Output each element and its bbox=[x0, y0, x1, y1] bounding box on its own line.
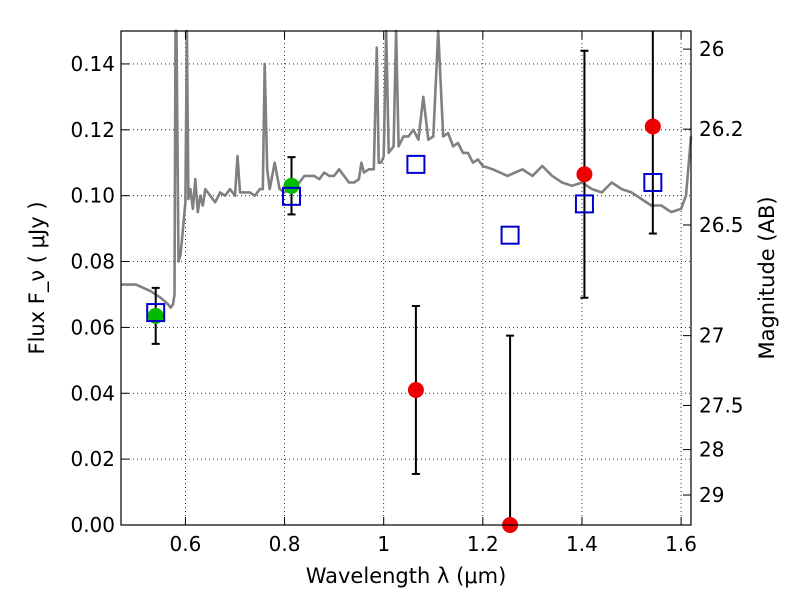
blue-model-square bbox=[146, 303, 166, 323]
red-data-point bbox=[576, 166, 593, 183]
blue-model-square bbox=[643, 172, 663, 192]
x-tick-label: 1.4 bbox=[566, 532, 598, 556]
right-tick-label: 26 bbox=[699, 37, 724, 61]
y-axis-title: Flux F_ν ( μJy ) bbox=[25, 201, 50, 354]
y-tick-label: 0.00 bbox=[70, 513, 115, 537]
x-tick-label: 1 bbox=[377, 532, 390, 556]
right-tick-label: 28 bbox=[699, 438, 724, 462]
green-data-point bbox=[147, 307, 164, 324]
right-tick-label: 26.5 bbox=[699, 213, 744, 237]
x-tick-label: 1.2 bbox=[467, 532, 499, 556]
x-tick-label: 1.6 bbox=[665, 532, 697, 556]
blue-model-square bbox=[406, 154, 426, 174]
right-tick-label: 27 bbox=[699, 324, 724, 348]
blue-model-square bbox=[500, 225, 520, 245]
marker-layer bbox=[146, 31, 663, 533]
blue-model-square bbox=[574, 194, 594, 214]
red-data-point bbox=[407, 381, 424, 398]
y-tick-label: 0.10 bbox=[70, 184, 115, 208]
spectrum-line bbox=[121, 29, 693, 309]
plot-frame bbox=[120, 30, 692, 526]
x-axis-title: Wavelength λ (μm) bbox=[306, 564, 507, 588]
spectrum-line-layer bbox=[121, 29, 693, 309]
blue-model-square bbox=[282, 186, 302, 206]
y-tick-label: 0.14 bbox=[70, 52, 115, 76]
x-tick-label: 0.6 bbox=[170, 532, 202, 556]
y-tick-label: 0.06 bbox=[70, 315, 115, 339]
right-tick-label: 27.5 bbox=[699, 393, 744, 417]
right-tick-label: 26.2 bbox=[699, 117, 744, 141]
red-data-point bbox=[644, 118, 661, 135]
grid-layer bbox=[121, 31, 691, 526]
y-tick-label: 0.02 bbox=[70, 447, 115, 471]
tick-layer: 0.6 0.8 1 1.2 1.4 1.6 0.00 0.02 0.04 0.06 0.08 0.10… bbox=[70, 31, 744, 556]
green-data-point bbox=[283, 177, 300, 194]
y-tick-label: 0.08 bbox=[70, 250, 115, 274]
y-tick-label: 0.04 bbox=[70, 381, 115, 405]
right-axis-title: Magnitude (AB) bbox=[755, 196, 779, 359]
right-tick-label: 29 bbox=[699, 483, 724, 507]
y-tick-label: 0.12 bbox=[70, 118, 115, 142]
x-tick-label: 0.8 bbox=[269, 532, 301, 556]
